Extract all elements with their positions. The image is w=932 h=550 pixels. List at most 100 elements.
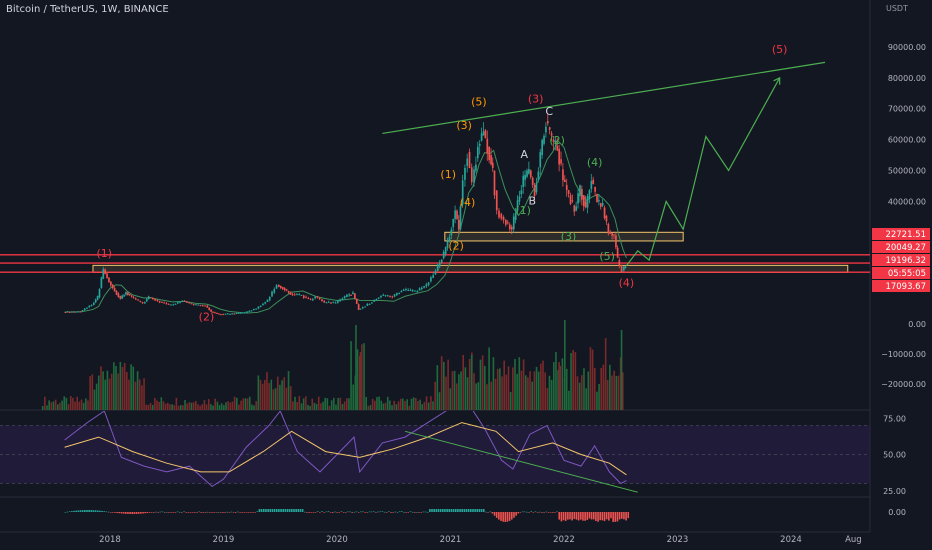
- histogram-bar: [105, 511, 108, 513]
- time-axis-label: 2018: [99, 535, 121, 545]
- candle-body: [352, 292, 354, 295]
- volume-bar: [231, 401, 234, 410]
- histogram-bar: [489, 511, 492, 513]
- histogram-bar: [558, 512, 561, 520]
- candle-body: [195, 304, 197, 306]
- volume-bar: [115, 365, 117, 410]
- candle-body: [111, 284, 114, 288]
- candle-body: [565, 184, 568, 190]
- candle-body: [529, 170, 532, 178]
- candle-body: [337, 300, 339, 303]
- volume-bar: [356, 349, 359, 410]
- histogram-bar: [388, 511, 390, 512]
- histogram-bar: [155, 511, 157, 513]
- candle-body: [618, 260, 621, 267]
- volume-bar: [522, 359, 525, 410]
- volume-bar: [93, 389, 96, 410]
- rsi-axis-label: 75.00: [883, 414, 906, 423]
- histogram-bar: [472, 509, 474, 512]
- histogram-bar: [308, 512, 310, 513]
- volume-bar: [462, 354, 465, 410]
- histogram-bar: [379, 511, 382, 513]
- candle-body: [436, 264, 439, 271]
- candle-body: [141, 302, 144, 304]
- candle-body: [484, 130, 487, 139]
- candle-body: [262, 303, 264, 306]
- candle-body: [377, 297, 380, 299]
- volume-bar: [121, 366, 124, 410]
- volume-bar: [141, 385, 143, 410]
- volume-bar: [617, 375, 620, 410]
- histogram-bar: [230, 511, 233, 513]
- histogram-bar: [375, 512, 377, 513]
- histogram-bar: [96, 510, 99, 512]
- histogram-bar: [416, 511, 418, 513]
- candle-body: [402, 289, 405, 291]
- histogram-bar: [560, 512, 563, 522]
- volume-bar: [425, 396, 428, 410]
- candle-body: [434, 270, 437, 275]
- volume-bar: [100, 366, 102, 410]
- candle-body: [414, 290, 416, 292]
- volume-bar: [41, 406, 44, 410]
- candle-body: [473, 169, 475, 183]
- candle-body: [427, 282, 430, 285]
- histogram-bar: [610, 512, 612, 519]
- volume-bar: [143, 378, 145, 410]
- histogram-bar: [556, 511, 558, 513]
- histogram-bar: [140, 512, 142, 514]
- volume-bar: [350, 341, 352, 410]
- histogram-bar: [314, 512, 317, 513]
- volume-bar: [63, 396, 66, 410]
- volume-bar: [365, 396, 367, 410]
- histogram-bar: [170, 512, 172, 513]
- volume-bar: [48, 400, 50, 410]
- price-tag: [872, 267, 930, 279]
- histogram-bar: [573, 512, 576, 519]
- candle-body: [224, 313, 227, 315]
- candle-body: [564, 179, 566, 183]
- histogram-bar: [446, 509, 448, 512]
- volume-bar: [382, 403, 385, 410]
- candle-body: [556, 145, 559, 151]
- volume-bar: [374, 400, 376, 410]
- volume-bar: [257, 375, 260, 410]
- candle-body: [176, 302, 179, 304]
- candle-body: [170, 304, 172, 306]
- volume-bar: [268, 382, 270, 410]
- volume-bar: [205, 404, 208, 410]
- candle-body: [293, 294, 296, 296]
- volume-bar: [218, 405, 221, 410]
- volume-bar: [499, 368, 501, 410]
- volume-bar: [494, 378, 497, 410]
- candle-body: [73, 311, 75, 313]
- histogram-bar: [107, 511, 110, 513]
- volume-bar: [328, 405, 331, 410]
- histogram-bar: [144, 512, 146, 514]
- candle-body: [350, 294, 352, 296]
- volume-bar: [188, 402, 191, 410]
- rsi-line: [64, 411, 627, 488]
- candle-body: [506, 222, 509, 224]
- histogram-bar: [122, 512, 125, 514]
- histogram-bar: [252, 512, 254, 513]
- candle-body: [151, 298, 154, 300]
- histogram-bar: [206, 511, 209, 513]
- volume-bar: [333, 397, 335, 410]
- volume-bar: [550, 379, 553, 410]
- candle-body: [183, 300, 186, 302]
- candle-body: [132, 297, 135, 299]
- candle-body: [526, 170, 528, 177]
- candle-body: [237, 312, 240, 314]
- histogram-bar: [532, 512, 535, 513]
- volume-bar: [80, 399, 83, 410]
- candle-body: [409, 290, 412, 292]
- histogram-bar: [109, 512, 112, 513]
- histogram-bar: [586, 512, 589, 520]
- volume-bar: [606, 379, 609, 410]
- volume-bar: [604, 338, 607, 410]
- volume-bar: [585, 388, 587, 410]
- volume-bar: [82, 402, 85, 410]
- candle-body: [554, 140, 557, 143]
